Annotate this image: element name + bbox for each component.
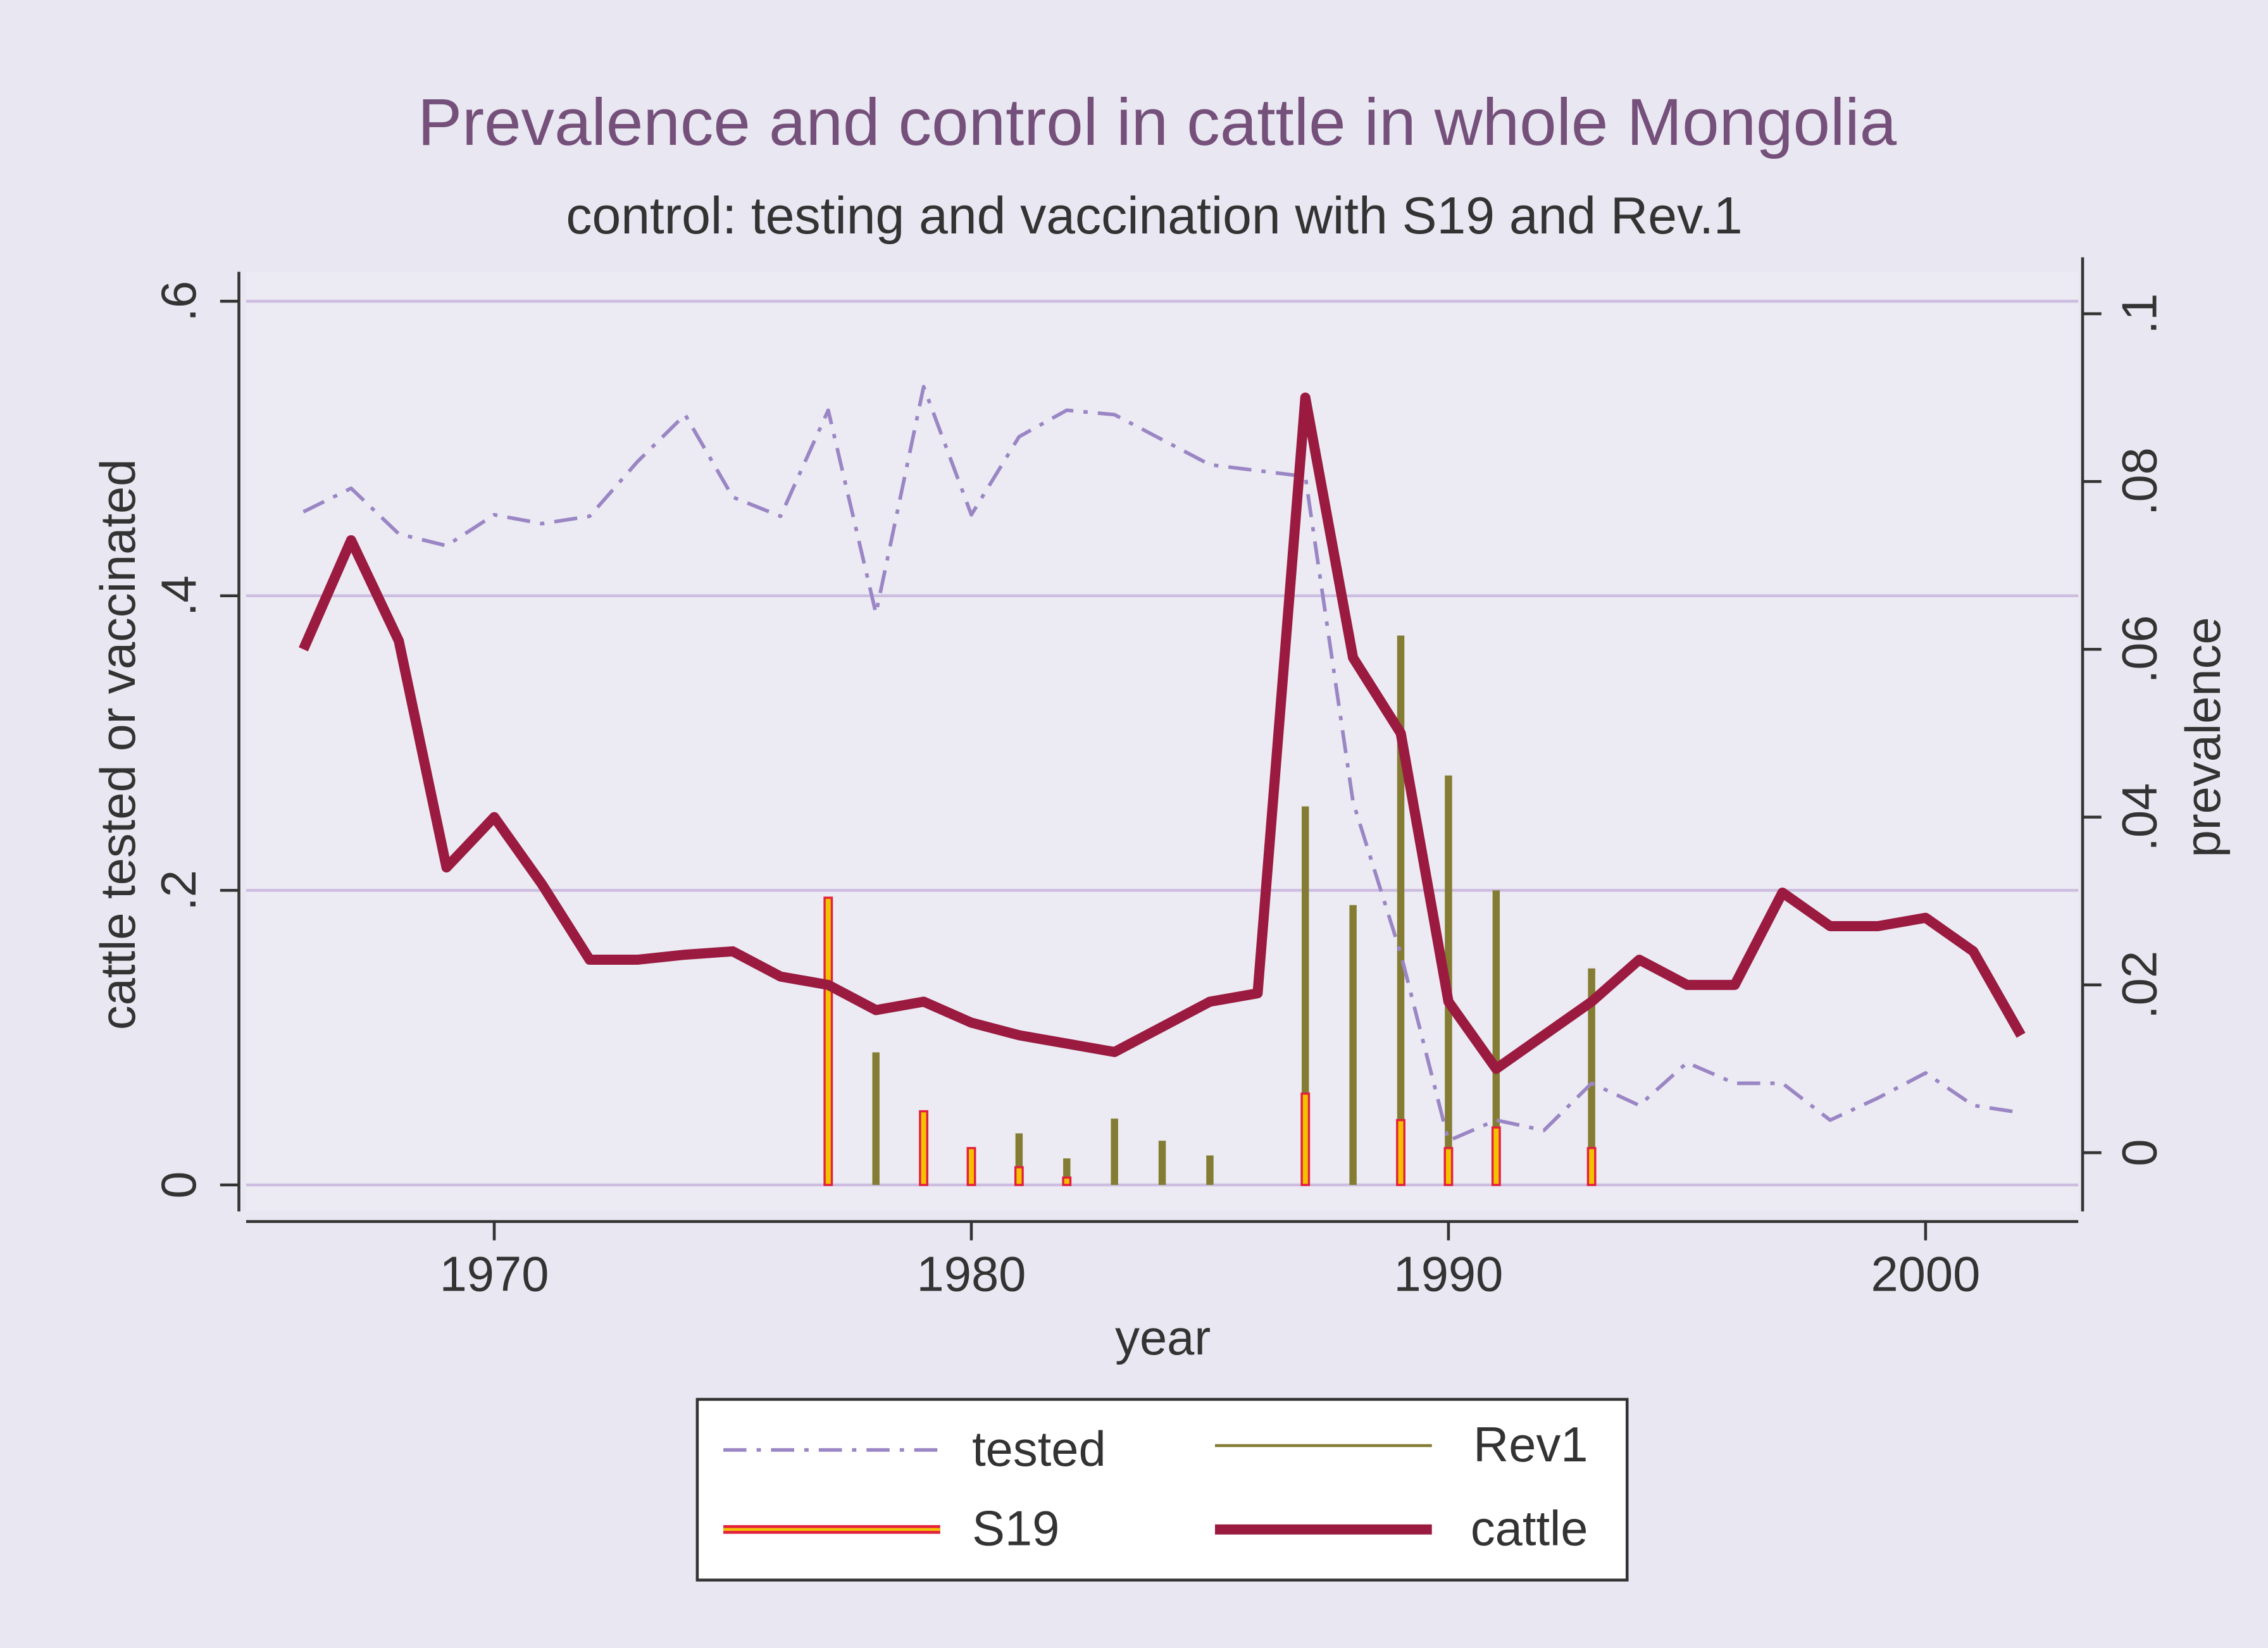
bar [1014,1166,1024,1186]
line [302,385,2022,1143]
bar [1491,1126,1501,1186]
y2-tick-label: .02 [2113,951,2167,1019]
chart-subtitle: control: testing and vaccination with S1… [566,187,1742,245]
y2-tick-label: .04 [2113,783,2167,852]
bar [1062,1176,1072,1186]
y-axis-title: cattle tested or vaccinated [91,459,146,1031]
legend-label: cattle [1471,1502,1588,1556]
bar [872,1052,880,1185]
x-tick-label: 2000 [1871,1248,1980,1302]
bar [1300,1092,1311,1186]
bar [1063,1158,1071,1185]
plot-area [246,271,2079,1211]
bar [1588,968,1595,1185]
line [299,392,2026,1074]
bar [919,1110,929,1186]
bar [1015,1133,1023,1185]
bar [966,1147,976,1186]
x-tick-label: 1970 [440,1248,549,1302]
y-tick-label: .4 [152,575,206,616]
y2-tick-label: 0 [2113,1139,2167,1166]
bar [1443,1147,1454,1186]
bar [1396,1118,1405,1186]
bar [1302,806,1309,1185]
y2-tick-label: .08 [2113,447,2167,516]
y2-tick-label: .1 [2113,294,2167,335]
y-tick-label: .2 [152,870,206,911]
legend-label: S19 [972,1502,1059,1556]
chart-title: Prevalence and control in cattle in whol… [418,85,1897,159]
bar [1111,1118,1118,1185]
y-tick-label: 0 [152,1171,206,1198]
bar [1349,905,1357,1185]
y-tick-label: .6 [152,281,206,322]
bar [1158,1141,1166,1185]
legend-label: tested [972,1422,1106,1477]
x-axis-title: year [1115,1311,1211,1365]
y2-tick-label: .06 [2113,615,2167,683]
x-tick-label: 1980 [917,1248,1026,1302]
legend-label: Rev1 [1473,1418,1588,1472]
bar [1586,1147,1597,1186]
x-tick-label: 1990 [1394,1248,1504,1302]
bar [1397,635,1405,1185]
legend [695,1397,1629,1582]
y2-axis-title: prevalence [2176,617,2231,857]
bar [823,896,833,1186]
bar [1206,1155,1214,1185]
bar [1492,890,1500,1185]
